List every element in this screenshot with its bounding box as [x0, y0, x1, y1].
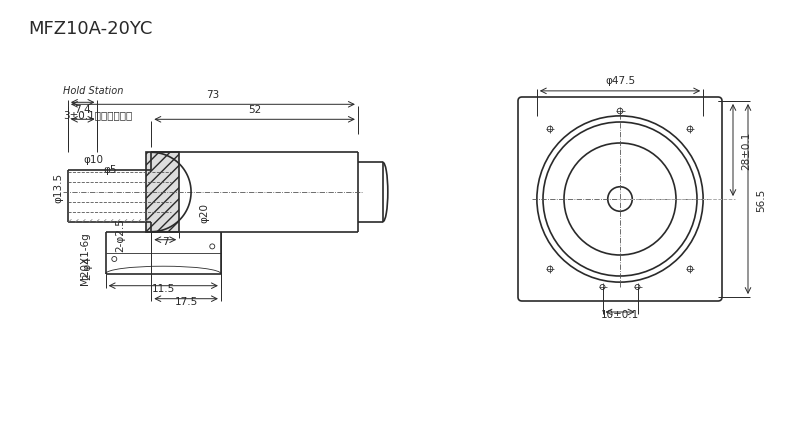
Text: MFZ10A-20YC: MFZ10A-20YC — [28, 20, 152, 38]
Text: φ10: φ10 — [83, 155, 103, 165]
Text: 56.5: 56.5 — [756, 188, 766, 211]
Text: Hold Station: Hold Station — [63, 86, 123, 96]
Text: φ47.5: φ47.5 — [605, 76, 635, 85]
Text: 52: 52 — [248, 105, 262, 115]
Text: 3±0.1（吸合位置）: 3±0.1（吸合位置） — [63, 110, 132, 120]
Text: 17.5: 17.5 — [174, 296, 198, 306]
Text: 7.4: 7.4 — [74, 105, 91, 115]
Text: φ13.5: φ13.5 — [53, 173, 63, 203]
FancyBboxPatch shape — [146, 153, 179, 232]
Text: 2-φ4: 2-φ4 — [82, 256, 93, 279]
Text: φ5: φ5 — [103, 164, 117, 174]
Text: 73: 73 — [206, 90, 219, 100]
Text: M20X1-6g: M20X1-6g — [80, 231, 90, 284]
Text: 2-φ2.5: 2-φ2.5 — [116, 218, 126, 252]
Text: 10±0.1: 10±0.1 — [601, 309, 639, 319]
Text: 11.5: 11.5 — [152, 283, 175, 293]
Text: 28±0.1: 28±0.1 — [741, 132, 751, 170]
Text: 7: 7 — [162, 236, 169, 246]
Text: φ20: φ20 — [199, 202, 209, 222]
